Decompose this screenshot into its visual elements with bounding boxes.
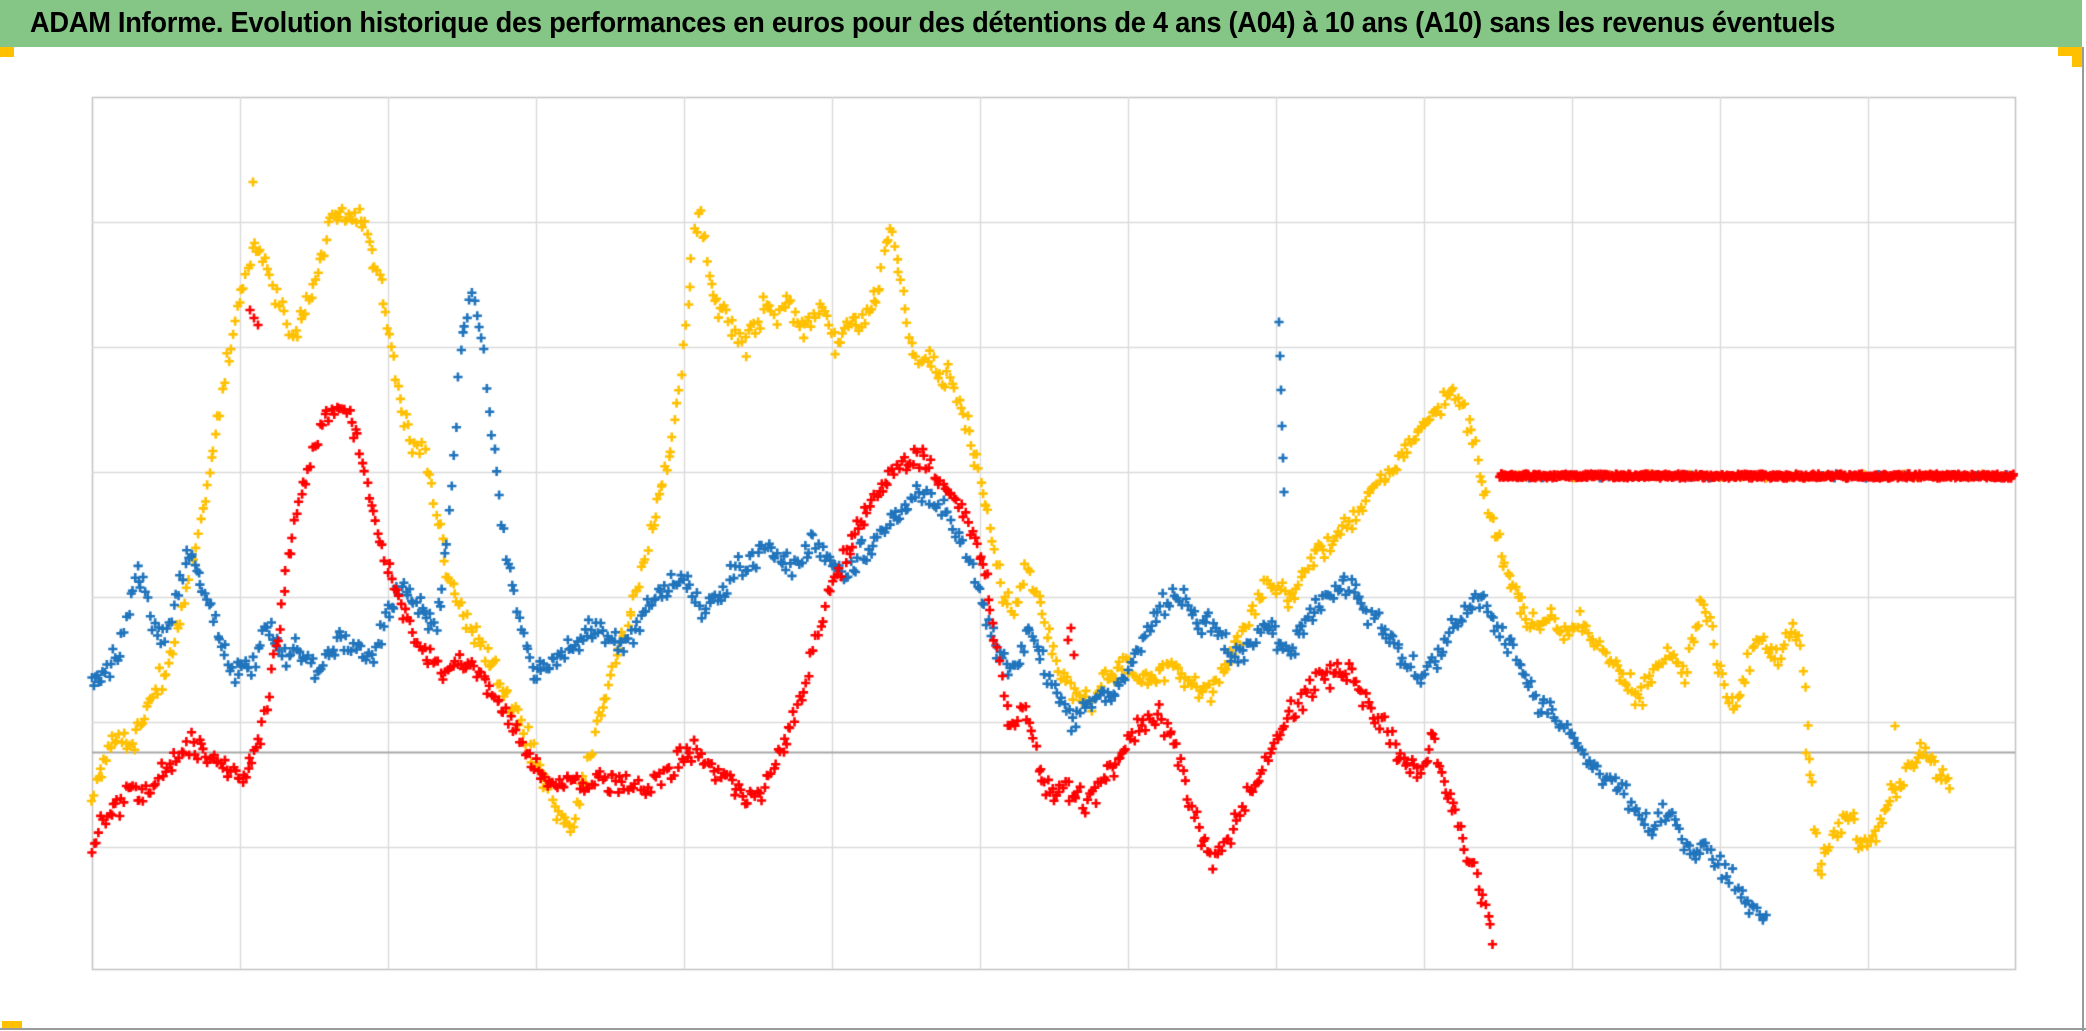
- frame-bottom-border: [0, 1028, 2086, 1030]
- frame-right-border: [2082, 47, 2084, 1031]
- selection-accent-top-right-h: [2058, 47, 2082, 56]
- selection-accent-top-left: [0, 47, 14, 57]
- selection-accent-top-right-v: [2072, 47, 2082, 67]
- selection-accent-bottom-left: [2, 1021, 22, 1029]
